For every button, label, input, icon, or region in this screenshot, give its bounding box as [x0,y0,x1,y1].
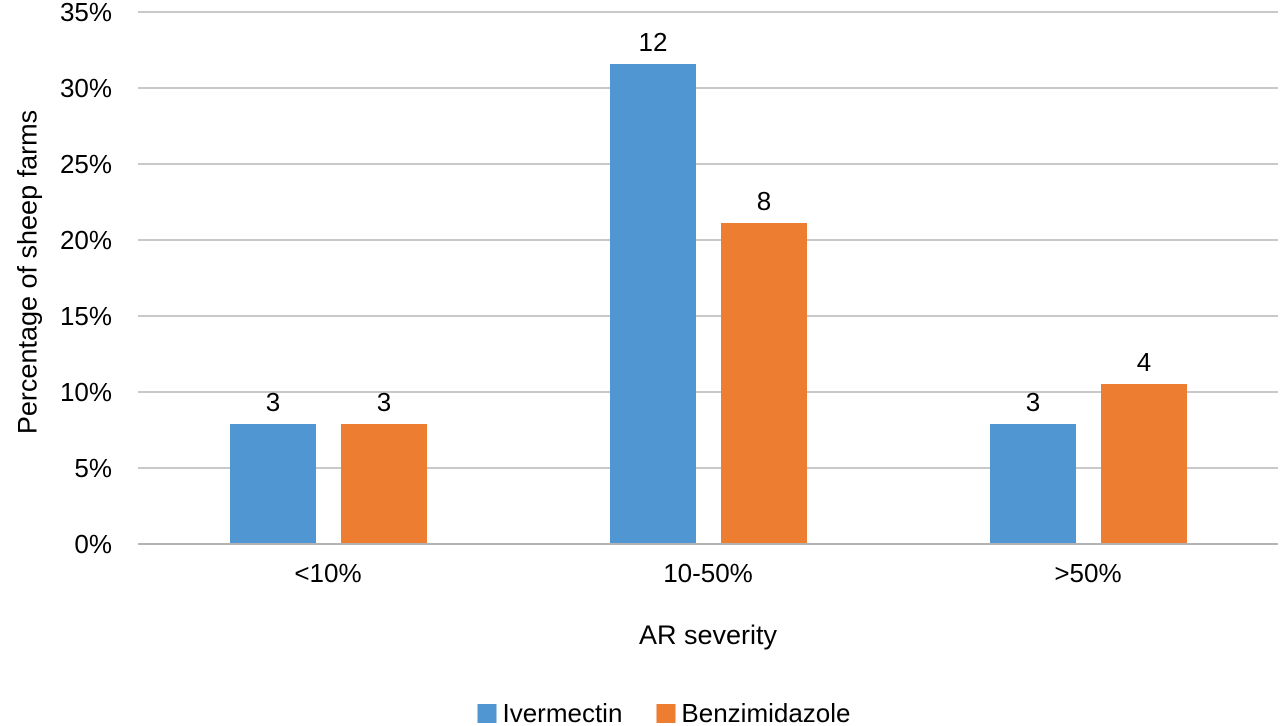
bar-value-label: 3 [1025,387,1041,417]
y-tick-label: 15% [59,301,112,331]
bar-benzimidazole-2 [1101,384,1187,544]
gridline [138,239,1278,241]
y-tick-label: 0% [74,529,112,559]
y-tick-label: 35% [59,0,112,27]
bar-value-label: 3 [265,387,281,417]
x-axis-line [138,543,1278,545]
legend-swatch-icon [477,704,497,723]
x-category-label: >50% [1054,558,1122,588]
gridline [138,87,1278,89]
gridline [138,163,1278,165]
y-tick-label: 20% [59,225,112,255]
plot-area: 3 3 12 8 3 4 [138,11,1278,545]
bar-value-label: 4 [1136,347,1152,377]
bar-value-label: 12 [638,27,668,57]
gridline [138,11,1278,13]
bar-value-label: 8 [756,186,772,216]
y-tick-label: 10% [59,377,112,407]
legend-item-benzimidazole: Benzimidazole [656,698,851,726]
legend: Ivermectin Benzimidazole [477,698,851,726]
legend-item-ivermectin: Ivermectin [477,698,622,726]
x-axis-title: AR severity [638,620,778,650]
y-tick-label: 25% [59,149,112,179]
x-category-label: 10-50% [663,558,753,588]
gridline [138,315,1278,317]
gridline [138,467,1278,469]
bar-benzimidazole-1 [721,223,807,544]
legend-label: Ivermectin [502,698,623,726]
y-tick-label: 30% [59,73,112,103]
bar-ivermectin-0 [230,424,316,544]
y-tick-label: 5% [74,453,112,483]
bar-benzimidazole-0 [341,424,427,544]
bar-ivermectin-1 [610,64,696,544]
legend-label: Benzimidazole [681,698,851,726]
bar-value-label: 3 [376,387,392,417]
bar-ivermectin-2 [990,424,1076,544]
gridline [138,391,1278,393]
legend-swatch-icon [656,704,676,723]
x-category-label: <10% [294,558,362,588]
